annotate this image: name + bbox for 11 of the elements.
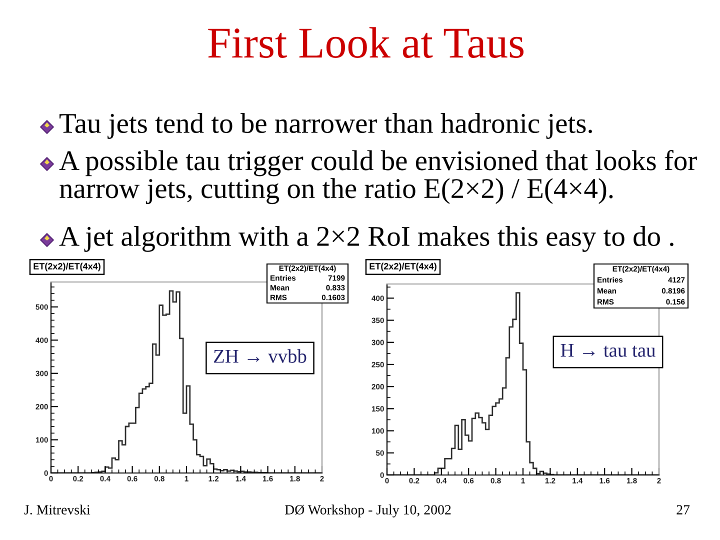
text: 27 <box>676 505 690 514</box>
annotation: ZH → vvbb <box>214 349 306 363</box>
text: A jet algorithm with a 2×2 RoI makes this easy to do . <box>59 226 674 252</box>
text: J. Mitrevski <box>24 504 90 515</box>
text: DØ Workshop - July 10, 2002 <box>284 504 451 518</box>
text: First Look at Taus <box>208 27 524 58</box>
text: Tau jets tend to be narrower than hadronic jets. <box>60 113 592 139</box>
text: A possible tau trigger could be envisioned that looks for narrow jets, cutting on the ratio E(2×2) / E(4×4). <box>59 150 697 204</box>
chart-title: ET(2x2)/ET(4x4) <box>370 262 436 272</box>
chart-title: ET(2x2)/ET(4x4) <box>34 262 100 272</box>
annotation: H → tau tau <box>560 344 656 357</box>
